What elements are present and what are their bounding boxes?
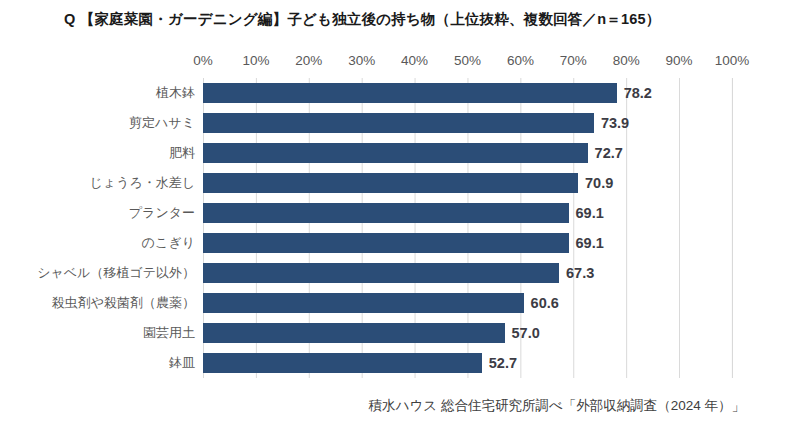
value-label: 69.1 [576,228,604,258]
bar [203,233,569,253]
bar [203,173,578,193]
category-label: 剪定ハサミ [0,108,195,138]
bar [203,353,482,373]
chart-title: Q 【家庭菜園・ガーデニング編】子ども独立後の持ち物（上位抜粋、複数回答／n＝1… [64,10,661,29]
bar [203,143,588,163]
category-label: じょうろ・水差し [0,168,195,198]
bar-row: プランター 69.1 [0,198,800,228]
bar-track: 72.7 [203,138,732,168]
value-label: 72.7 [595,138,623,168]
bar-track: 57.0 [203,318,732,348]
category-label: プランター [0,198,195,228]
x-tick-label: 40% [401,53,428,68]
category-label: シャベル（移植ゴテ以外） [0,258,195,288]
category-label: 殺虫剤や殺菌剤（農薬） [0,288,195,318]
category-label: のこぎり [0,228,195,258]
value-label: 78.2 [624,78,652,108]
value-label: 73.9 [601,108,629,138]
x-tick-label: 60% [507,53,534,68]
category-label: 園芸用土 [0,318,195,348]
value-label: 67.3 [566,258,594,288]
x-tick-label: 30% [348,53,375,68]
value-label: 52.7 [489,348,517,378]
x-tick-label: 20% [295,53,322,68]
x-tick-label: 70% [560,53,587,68]
bar-track: 60.6 [203,288,732,318]
bar-track: 73.9 [203,108,732,138]
x-tick-label: 10% [242,53,269,68]
x-tick-label: 50% [454,53,481,68]
bar-row: じょうろ・水差し 70.9 [0,168,800,198]
value-label: 60.6 [531,288,559,318]
value-label: 57.0 [512,318,540,348]
bar-track: 69.1 [203,198,732,228]
x-tick-label: 90% [666,53,693,68]
bar [203,113,594,133]
bar [203,323,505,343]
bar-track: 69.1 [203,228,732,258]
bar-track: 78.2 [203,78,732,108]
bar-row: 植木鉢 78.2 [0,78,800,108]
bar-row: 殺虫剤や殺菌剤（農薬） 60.6 [0,288,800,318]
bar [203,263,559,283]
chart-canvas: Q 【家庭菜園・ガーデニング編】子ども独立後の持ち物（上位抜粋、複数回答／n＝1… [0,0,800,435]
source-note: 積水ハウス 総合住宅研究所調べ「外部収納調査（2024 年）」 [369,397,745,415]
bar-row: 肥料 72.7 [0,138,800,168]
value-label: 70.9 [585,168,613,198]
bar-row: 園芸用土 57.0 [0,318,800,348]
bar [203,293,524,313]
value-label: 69.1 [576,198,604,228]
x-tick-label: 100% [715,53,750,68]
category-label: 植木鉢 [0,78,195,108]
bar-row: のこぎり 69.1 [0,228,800,258]
bar [203,83,617,103]
bar-row: 鉢皿 52.7 [0,348,800,378]
bar-track: 70.9 [203,168,732,198]
category-label: 肥料 [0,138,195,168]
x-axis: 0%10%20%30%40%50%60%70%80%90%100% [203,53,732,71]
category-label: 鉢皿 [0,348,195,378]
bar [203,203,569,223]
bar-track: 52.7 [203,348,732,378]
x-tick-label: 0% [193,53,213,68]
bar-row: 剪定ハサミ 73.9 [0,108,800,138]
bar-track: 67.3 [203,258,732,288]
bar-row: シャベル（移植ゴテ以外） 67.3 [0,258,800,288]
x-tick-label: 80% [613,53,640,68]
bar-rows: 植木鉢 78.2 剪定ハサミ 73.9 肥料 72.7 じょうろ・水差し 70.9 プランター 6… [0,78,800,378]
